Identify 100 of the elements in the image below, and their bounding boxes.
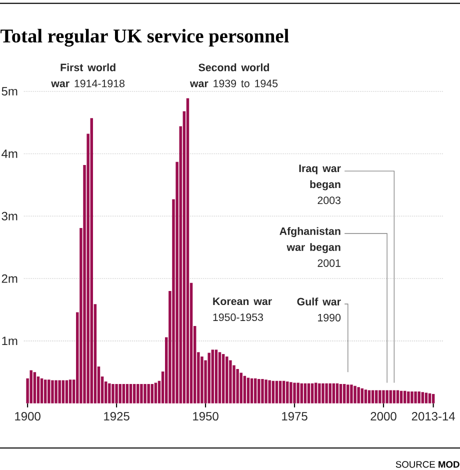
- y-tick-label: 1m: [2, 336, 18, 346]
- bar: [336, 383, 339, 404]
- bar: [354, 386, 356, 404]
- bar: [296, 382, 300, 404]
- bar: [40, 378, 44, 404]
- bar: [428, 393, 432, 404]
- annotation: Afghanistan war began 2001: [280, 227, 340, 267]
- bar: [68, 380, 72, 404]
- bar: [421, 392, 424, 404]
- bar: [126, 384, 129, 404]
- bar: [115, 384, 118, 404]
- bar: [360, 388, 364, 404]
- bar: [226, 356, 228, 404]
- bar: [392, 390, 396, 404]
- bar: [293, 382, 296, 404]
- x-tick-label: 2000: [370, 412, 396, 421]
- bar: [389, 390, 392, 404]
- bar: [240, 372, 242, 404]
- bar: [272, 380, 275, 404]
- bar: [325, 383, 328, 404]
- bar: [432, 394, 435, 404]
- x-tick-label: 1900: [15, 412, 40, 421]
- bar: [140, 384, 143, 404]
- bar: [322, 383, 324, 404]
- y-tick-label: 2m: [2, 274, 18, 283]
- text: Second world war 1939 to 1945: [190, 63, 278, 88]
- x-tick-label: 1975: [282, 412, 308, 421]
- bar: [418, 391, 420, 404]
- bar: [65, 380, 68, 404]
- bar: [243, 376, 246, 404]
- bar: [424, 392, 428, 404]
- bar: [208, 352, 210, 404]
- bar: [278, 380, 282, 404]
- bar: [410, 391, 414, 404]
- bar: [310, 383, 314, 404]
- annotation: Gulf war 1990: [297, 298, 341, 322]
- bar: [339, 384, 342, 404]
- bar: [186, 98, 190, 404]
- bar: [407, 391, 410, 404]
- bar: [254, 378, 257, 404]
- bar: [154, 382, 158, 404]
- bar: [382, 390, 385, 404]
- bar: [282, 380, 286, 404]
- bar: [218, 352, 222, 404]
- bar: [403, 390, 406, 404]
- bar: [328, 383, 332, 404]
- text: First world war 1914-1918: [51, 63, 124, 88]
- bar: [236, 369, 239, 404]
- bar: [150, 384, 154, 404]
- source-note: SOURCE MOD: [396, 461, 460, 468]
- x-tick-label: 1925: [104, 412, 130, 421]
- bar: [211, 350, 214, 404]
- y-tick-label: 4m: [2, 150, 18, 158]
- bar: [275, 380, 278, 404]
- annotation: Korean war 1950-1953: [213, 298, 272, 322]
- bar: [118, 384, 122, 404]
- bar: [368, 390, 371, 404]
- bar: [147, 384, 150, 404]
- bar: [250, 378, 254, 404]
- bar: [108, 383, 111, 404]
- bar: [386, 390, 388, 404]
- bar: [396, 390, 400, 404]
- bar: [229, 360, 232, 404]
- bar: [214, 350, 218, 404]
- bar: [51, 380, 54, 404]
- bar: [222, 354, 225, 404]
- bar: [261, 378, 264, 404]
- bar: [314, 382, 318, 404]
- bar: [350, 384, 353, 404]
- bar: [342, 384, 346, 404]
- bar: [258, 378, 260, 404]
- y-tick-label: 5m: [2, 87, 18, 96]
- bar: [144, 384, 146, 404]
- bar: [122, 384, 126, 404]
- bar: [318, 383, 321, 404]
- bar: [371, 390, 374, 404]
- bar: [44, 380, 47, 404]
- bar: [62, 380, 65, 404]
- bar: [332, 383, 336, 404]
- bar: [58, 380, 61, 404]
- bar: [90, 118, 93, 404]
- x-tick-label: 1950: [193, 412, 218, 421]
- bar: [414, 391, 417, 404]
- bar: [129, 384, 132, 404]
- annotation: Iraq war began 2003: [299, 164, 341, 204]
- bar: [112, 384, 114, 404]
- bar: [136, 384, 140, 404]
- bar: [286, 381, 289, 404]
- bar: [30, 370, 32, 404]
- x-tick-label: 2013-14: [412, 412, 455, 421]
- bar: [400, 390, 403, 404]
- bar: [246, 378, 250, 404]
- y-tick-label: 3m: [2, 212, 18, 220]
- bar: [33, 372, 36, 404]
- bar: [48, 380, 50, 404]
- bar: [364, 390, 368, 404]
- bar: [268, 380, 271, 404]
- bar: [357, 387, 360, 404]
- chart-title: Total regular UK service personnel: [0, 28, 289, 47]
- bar: [346, 384, 350, 404]
